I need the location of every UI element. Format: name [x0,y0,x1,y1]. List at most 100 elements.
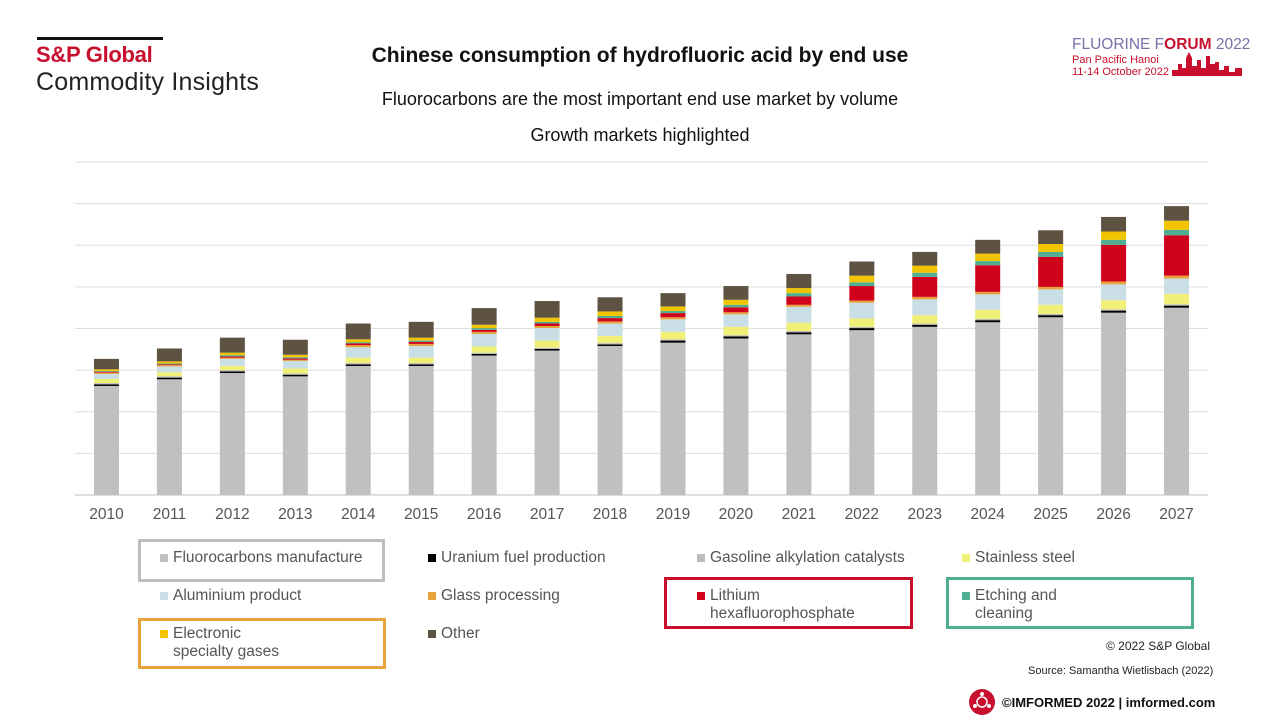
bar-segment-lithium-hexafluorophosphate-2013 [282,358,308,360]
bar-segment-other-2021 [786,273,812,289]
highlight-box-etching-and-cleaning [946,577,1194,629]
x-tick-label: 2024 [970,506,1005,523]
bar-segment-gasoline-alkylation-catalysts-2018 [597,343,623,345]
bar-segment-other-2026 [1101,216,1127,232]
bar-segment-stainless-steel-2014 [345,357,371,364]
bar-segment-lithium-hexafluorophosphate-2010 [93,371,119,373]
bar-segment-other-2025 [1038,230,1064,245]
bar-segment-fluorocarbons-manufacture-2018 [597,345,623,495]
bar-segment-other-2027 [1164,206,1190,221]
bar-segment-fluorocarbons-manufacture-2012 [219,373,245,495]
highlight-box-lithium-hexafluorophosphate [664,577,913,629]
bar-segment-uranium-fuel-production-2027 [1164,305,1190,308]
bar-segment-fluorocarbons-manufacture-2026 [1101,312,1127,495]
bar-segment-aluminium-product-2026 [1101,284,1127,301]
bar-segment-electronic-specialty-gases-2016 [471,324,497,329]
x-tick-label: 2027 [1159,506,1193,523]
bar-segment-aluminium-product-2019 [660,319,686,332]
bar-segment-electronic-specialty-gases-2018 [597,311,623,317]
bar-segment-glass-processing-2024 [975,291,1001,295]
bar-segment-lithium-hexafluorophosphate-2021 [786,296,812,305]
bar-segment-stainless-steel-2019 [660,331,686,340]
bar-segment-uranium-fuel-production-2017 [534,348,560,351]
bar-segment-fluorocarbons-manufacture-2016 [471,355,497,495]
bar-segment-glass-processing-2022 [849,300,875,303]
bar-segment-electronic-specialty-gases-2015 [408,337,434,341]
legend-swatch [697,554,705,562]
bar-segment-gasoline-alkylation-catalysts-2021 [786,331,812,333]
bar-segment-lithium-hexafluorophosphate-2016 [471,329,497,332]
highlight-box-fluorocarbons-manufacture [138,539,385,582]
bar-segment-fluorocarbons-manufacture-2013 [282,376,308,495]
bar-segment-stainless-steel-2015 [408,357,434,364]
bar-segment-other-2019 [660,293,686,307]
x-tick-label: 2013 [278,506,312,523]
bar-segment-lithium-hexafluorophosphate-2026 [1101,244,1127,282]
bar-segment-other-2017 [534,301,560,318]
legend-swatch [428,630,436,638]
bar-segment-electronic-specialty-gases-2021 [786,288,812,294]
legend-label: Electronic specialty gases [173,625,279,660]
bar-segment-uranium-fuel-production-2024 [975,320,1001,323]
bar-segment-lithium-hexafluorophosphate-2015 [408,341,434,344]
bar-segment-stainless-steel-2027 [1164,293,1190,305]
legend-item: Electronic specialty gases [160,625,279,661]
copyright-text: © 2022 S&P Global [1106,639,1211,653]
bar-segment-fluorocarbons-manufacture-2021 [786,334,812,495]
legend-item: Glass processing [428,587,560,605]
bar-segment-gasoline-alkylation-catalysts-2013 [282,373,308,375]
bar-segment-aluminium-product-2020 [723,314,749,327]
x-tick-label: 2023 [908,506,942,523]
x-tick-label: 2016 [467,506,501,523]
bar-segment-stainless-steel-2022 [849,318,875,327]
bar-segment-etching-and-cleaning-2014 [345,342,371,344]
bar-segment-uranium-fuel-production-2018 [597,344,623,346]
bar-segment-stainless-steel-2011 [156,372,182,377]
bar-segment-other-2018 [597,297,623,312]
forum-dates: 11-14 October 2022 [1072,66,1170,78]
bar-segment-glass-processing-2027 [1164,275,1190,279]
imformed-logo-icon [969,689,995,715]
legend-swatch [160,630,168,638]
forum-title-b: ORUM [1164,36,1212,53]
bar-segment-aluminium-product-2025 [1038,289,1064,305]
bar-segment-stainless-steel-2024 [975,309,1001,319]
bar-segment-etching-and-cleaning-2026 [1101,239,1127,245]
chart-title: Chinese consumption of hydrofluoric acid… [371,44,909,67]
bar-segment-gasoline-alkylation-catalysts-2026 [1101,309,1127,311]
forum-title-a: FLUORINE F [1072,36,1165,53]
bar-segment-glass-processing-2012 [219,357,245,359]
bar-segment-gasoline-alkylation-catalysts-2020 [723,335,749,337]
bar-segment-other-2023 [912,251,938,266]
x-tick-label: 2020 [719,506,754,523]
bar-segment-electronic-specialty-gases-2023 [912,265,938,273]
bar-segment-aluminium-product-2024 [975,294,1001,310]
legend-label: Lithium hexafluorophosphate [710,587,855,622]
bar-segment-aluminium-product-2023 [912,299,938,316]
legend-swatch [160,554,168,562]
bar-segment-stainless-steel-2020 [723,326,749,336]
bar-segment-glass-processing-2017 [534,326,560,329]
bar-segment-electronic-specialty-gases-2026 [1101,231,1127,240]
bar-segment-lithium-hexafluorophosphate-2023 [912,276,938,297]
bar-segment-lithium-hexafluorophosphate-2020 [723,307,749,313]
bar-segment-stainless-steel-2010 [93,378,119,384]
x-tick-label: 2012 [215,506,249,523]
bar-segment-lithium-hexafluorophosphate-2017 [534,323,560,326]
bar-segment-fluorocarbons-manufacture-2022 [849,330,875,495]
bar-segment-aluminium-product-2018 [597,323,623,336]
bar-segment-glass-processing-2010 [93,372,119,374]
bar-segment-electronic-specialty-gases-2024 [975,253,1001,262]
bar-segment-aluminium-product-2015 [408,345,434,358]
bar-segment-etching-and-cleaning-2027 [1164,229,1190,236]
bar-segment-uranium-fuel-production-2013 [282,374,308,377]
legend-swatch [428,592,436,600]
legend-label: Aluminium product [173,587,302,604]
bar-segment-fluorocarbons-manufacture-2014 [345,365,371,495]
bar-segment-electronic-specialty-gases-2013 [282,354,308,358]
bar-segment-glass-processing-2011 [156,365,182,367]
bar-segment-electronic-specialty-gases-2025 [1038,244,1064,252]
bar-segment-uranium-fuel-production-2014 [345,364,371,366]
x-tick-label: 2010 [89,506,124,523]
chart-x-tick-labels: 2010 2011 2012 2013 2014 2015 2016 2017 2018 2019… [89,506,1194,523]
